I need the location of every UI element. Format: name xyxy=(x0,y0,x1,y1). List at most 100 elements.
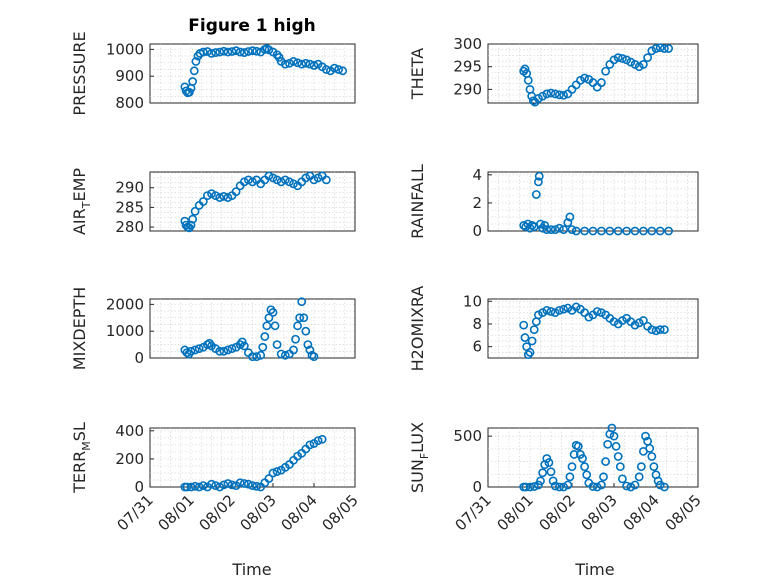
data-point xyxy=(262,321,272,331)
data-point xyxy=(538,468,547,478)
data-point xyxy=(528,96,538,106)
data-point xyxy=(289,345,298,355)
data-point xyxy=(651,44,661,53)
data-point xyxy=(321,65,331,74)
data-point xyxy=(569,450,579,459)
y-tick-label: 0 xyxy=(472,222,482,240)
data-point xyxy=(630,226,640,236)
data-point xyxy=(639,226,648,236)
data-point xyxy=(550,225,560,234)
data-point xyxy=(256,350,266,360)
data-point xyxy=(567,225,577,234)
data-point xyxy=(289,179,298,189)
data-point xyxy=(188,214,198,224)
data-point xyxy=(647,226,657,236)
data-point xyxy=(582,470,592,480)
data-point xyxy=(618,316,627,325)
figure-title: Figure 1 high xyxy=(188,16,316,36)
y-axis-label-main: SUN xyxy=(408,459,427,493)
data-point xyxy=(603,439,613,449)
data-point xyxy=(622,481,631,491)
data-point xyxy=(231,46,241,56)
data-point xyxy=(219,191,229,201)
data-point xyxy=(309,352,319,362)
data-point xyxy=(235,478,245,488)
data-point xyxy=(215,193,225,202)
data-point xyxy=(280,175,290,185)
data-point xyxy=(303,340,313,349)
data-point xyxy=(264,171,274,181)
data-point xyxy=(534,310,543,320)
data-point xyxy=(531,190,541,199)
data-point xyxy=(330,63,339,73)
data-point xyxy=(601,66,610,76)
data-point xyxy=(626,57,636,67)
y-tick-label: 290 xyxy=(453,80,482,98)
data-point xyxy=(580,73,589,83)
y-tick-label: 1000 xyxy=(106,322,144,340)
data-point xyxy=(634,472,644,482)
data-point xyxy=(190,206,200,216)
data-point xyxy=(248,177,257,187)
data-point xyxy=(198,47,208,57)
data-point xyxy=(211,48,220,57)
data-point xyxy=(317,434,327,444)
y-axis-label: SUNFLUX xyxy=(408,422,431,493)
data-point xyxy=(186,220,196,230)
data-point xyxy=(536,476,545,486)
data-point xyxy=(550,308,560,318)
data-point xyxy=(573,441,583,451)
y-tick-label: 4 xyxy=(472,166,482,184)
data-point xyxy=(597,480,606,490)
data-point xyxy=(248,46,257,56)
subplot-5: 0 1000 2000 MIXDEPTH xyxy=(70,287,356,370)
data-point xyxy=(239,479,249,488)
data-point xyxy=(202,191,212,200)
data-point xyxy=(194,344,204,354)
data-point xyxy=(609,55,619,65)
data-point xyxy=(295,313,305,323)
data-point xyxy=(655,43,665,53)
data-point xyxy=(268,468,278,478)
data-point xyxy=(563,480,573,490)
data-point xyxy=(559,482,568,492)
data-point xyxy=(601,457,610,466)
data-point xyxy=(297,297,307,307)
data-point xyxy=(252,352,261,362)
data-point xyxy=(571,302,581,312)
data-point xyxy=(607,423,617,433)
data-point xyxy=(538,308,547,318)
data-point xyxy=(293,58,302,68)
data-point xyxy=(613,226,623,236)
data-point xyxy=(264,474,274,483)
data-point xyxy=(235,47,245,57)
y-tick-label: 8 xyxy=(472,315,482,333)
data-point xyxy=(520,64,530,74)
data-point xyxy=(613,53,623,63)
data-point xyxy=(227,47,237,56)
data-point xyxy=(227,480,237,490)
data-point xyxy=(647,325,657,335)
data-point xyxy=(565,212,575,222)
data-point xyxy=(597,226,606,236)
y-tick-label: 200 xyxy=(115,450,144,468)
data-point xyxy=(660,482,669,492)
data-point xyxy=(630,320,640,330)
data-point xyxy=(521,482,531,492)
y-axis-label-rest: LUX xyxy=(408,422,427,453)
data-point xyxy=(548,476,558,486)
data-point xyxy=(536,219,545,229)
data-point xyxy=(529,325,539,335)
data-point xyxy=(546,307,556,316)
data-point xyxy=(299,313,309,323)
data-point xyxy=(571,226,581,236)
data-point xyxy=(301,58,311,68)
data-point xyxy=(301,326,311,336)
data-point xyxy=(647,46,657,56)
data-point xyxy=(534,177,543,187)
data-point xyxy=(309,175,319,185)
data-point xyxy=(664,226,673,236)
data-point xyxy=(239,341,249,351)
x-axis-label-left: Time xyxy=(231,560,271,579)
y-tick-label: 900 xyxy=(115,67,144,85)
